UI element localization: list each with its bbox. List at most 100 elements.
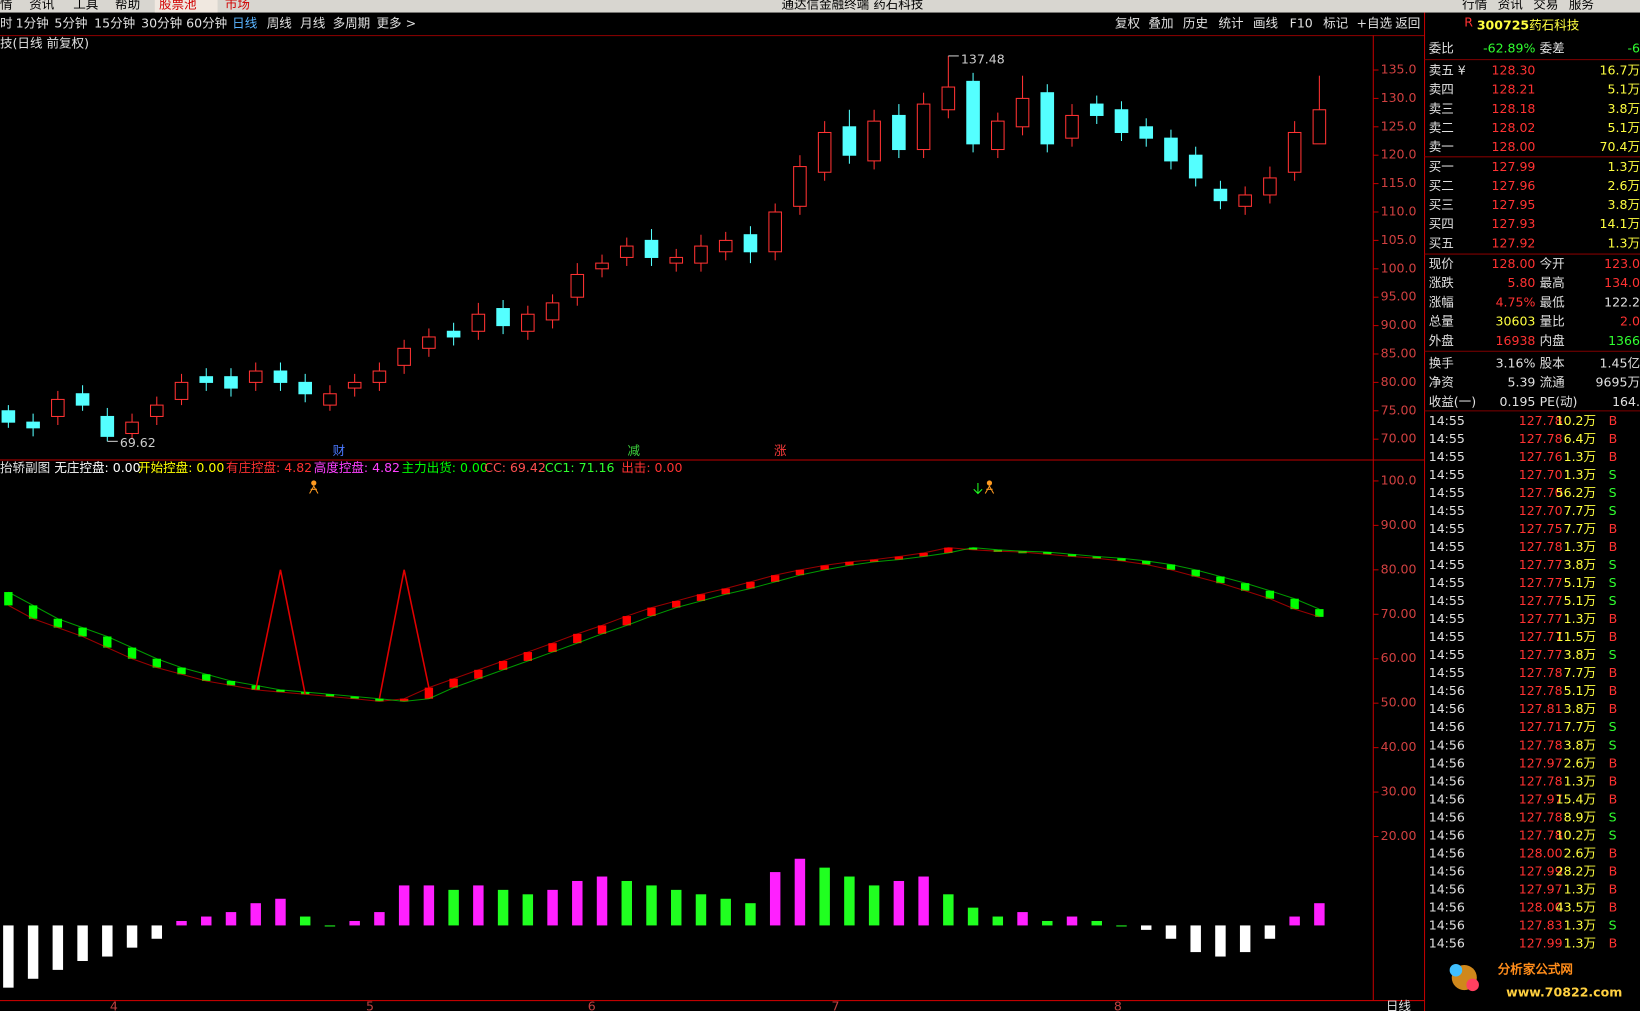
trade-side: B xyxy=(1609,791,1618,806)
candle-body xyxy=(793,166,807,207)
period-tab[interactable]: 1分钟 xyxy=(16,16,49,31)
tool-button[interactable]: 叠加 xyxy=(1148,16,1173,31)
histogram-bar xyxy=(473,885,484,926)
y-tick-label: 85.00 xyxy=(1381,345,1417,360)
trade-side: S xyxy=(1609,575,1617,590)
trade-volume: 2.6万 xyxy=(1564,845,1596,860)
stat-value: 128.00 xyxy=(1492,256,1536,271)
period-tab[interactable]: 更多 > xyxy=(377,16,417,31)
trade-volume: 3.8万 xyxy=(1564,701,1596,716)
trade-price: 127.78 xyxy=(1519,809,1563,824)
tool-button[interactable]: 标记 xyxy=(1323,16,1349,31)
cc-bar xyxy=(202,674,211,681)
y-tick-label: 40.00 xyxy=(1381,739,1417,754)
y-tick-label: 95.00 xyxy=(1381,289,1417,304)
histogram-bar xyxy=(893,880,905,926)
cc-bar xyxy=(1290,598,1299,610)
low-label: 69.62 xyxy=(120,435,156,450)
trade-time: 14:56 xyxy=(1429,683,1465,698)
cc-bar xyxy=(1142,560,1151,565)
candle-body xyxy=(1114,109,1129,134)
trade-price: 128.00 xyxy=(1519,899,1563,914)
legend-item: 出击: 0.00 xyxy=(621,460,682,475)
book-label: 买二 xyxy=(1429,178,1454,193)
period-tab[interactable]: 周线 xyxy=(267,16,293,31)
tool-button[interactable]: 画线 xyxy=(1253,16,1279,31)
cc-bar xyxy=(944,547,953,553)
book-label: 卖三 xyxy=(1429,101,1454,116)
date-mark: 8 xyxy=(1114,998,1122,1011)
tool-button[interactable]: F10 xyxy=(1290,16,1313,31)
y-tick-label: 100.0 xyxy=(1381,472,1417,487)
period-tab[interactable]: 日线 xyxy=(232,16,258,31)
y-tick-label: 110.0 xyxy=(1381,204,1417,219)
menu-item: 工具 xyxy=(73,0,99,12)
tool-button[interactable]: 历史 xyxy=(1183,16,1209,31)
period-tab[interactable]: 5分钟 xyxy=(54,16,87,31)
period-tab[interactable]: 月线 xyxy=(300,16,326,31)
period-tab[interactable]: 60分钟 xyxy=(186,16,227,31)
tool-button[interactable]: +自选 xyxy=(1357,16,1393,31)
tab-highlight xyxy=(154,0,218,13)
book-price: 128.30 xyxy=(1492,63,1536,78)
trade-volume: 10.2万 xyxy=(1556,413,1596,428)
tool-button[interactable]: 统计 xyxy=(1218,16,1243,31)
trade-time: 14:55 xyxy=(1429,449,1465,464)
period-tab[interactable]: 15分钟 xyxy=(94,16,135,31)
book-price: 127.95 xyxy=(1492,197,1536,212)
histogram-bar xyxy=(1140,925,1152,930)
period-tab[interactable]: 30分钟 xyxy=(141,16,182,31)
trade-volume: 5.1万 xyxy=(1564,593,1596,608)
histogram-bar xyxy=(1017,912,1028,926)
histogram-bar xyxy=(844,876,855,926)
trade-time: 14:56 xyxy=(1429,737,1465,752)
trade-price: 127.81 xyxy=(1519,701,1563,716)
candle-body xyxy=(75,393,90,406)
cc-bar xyxy=(350,696,359,699)
stat-label: 换手 xyxy=(1429,355,1454,370)
histogram-bar xyxy=(572,880,583,926)
trade-price: 127.99 xyxy=(1519,863,1563,878)
y-tick-label: 120.0 xyxy=(1381,147,1417,162)
trade-time: 14:55 xyxy=(1429,413,1465,428)
trade-side: S xyxy=(1609,827,1617,842)
candle-body xyxy=(51,398,65,417)
y-tick-label: 70.00 xyxy=(1381,606,1417,621)
cc-bar xyxy=(152,658,161,668)
period-tab[interactable]: 时 xyxy=(0,16,13,31)
cc-bar xyxy=(498,660,508,670)
tool-button[interactable]: 复权 xyxy=(1115,16,1141,31)
candle-body xyxy=(1089,103,1104,116)
trade-price: 127.99 xyxy=(1519,936,1563,951)
cc-bar xyxy=(597,625,607,634)
book-volume: 70.4万 xyxy=(1600,139,1640,154)
trade-price: 127.78 xyxy=(1519,737,1563,752)
stat-value: 1366 xyxy=(1608,333,1640,348)
legend-item: 有庄控盘: 4.82 xyxy=(226,460,312,475)
date-mark: 5 xyxy=(366,998,374,1011)
trade-price: 127.77 xyxy=(1519,557,1563,572)
book-label: 卖四 xyxy=(1429,82,1454,97)
tool-button[interactable]: 返回 xyxy=(1395,16,1420,31)
period-tab[interactable]: 多周期 xyxy=(333,16,371,31)
candle-body xyxy=(347,381,362,389)
candle-body xyxy=(743,234,758,253)
histogram-bar xyxy=(1289,916,1300,926)
trade-side: B xyxy=(1609,755,1618,770)
trade-side: B xyxy=(1609,611,1618,626)
book-label: 卖一 xyxy=(1429,139,1455,154)
trade-side: B xyxy=(1609,881,1618,896)
book-volume: 5.1万 xyxy=(1608,120,1640,135)
cc-bar xyxy=(1067,554,1077,557)
trade-side: B xyxy=(1609,629,1618,644)
trade-side: B xyxy=(1609,701,1618,716)
book-label: 买五 xyxy=(1429,235,1454,250)
candle-body xyxy=(125,421,139,435)
stat-value: 164. xyxy=(1612,394,1640,409)
trade-time: 14:55 xyxy=(1429,557,1465,572)
trade-price: 127.78 xyxy=(1519,431,1563,446)
bottom-label: 日线 xyxy=(1386,998,1412,1011)
histogram-bar xyxy=(720,898,731,926)
book-label: 卖五 ¥ xyxy=(1429,63,1466,78)
row-label: 委比 xyxy=(1429,41,1454,56)
